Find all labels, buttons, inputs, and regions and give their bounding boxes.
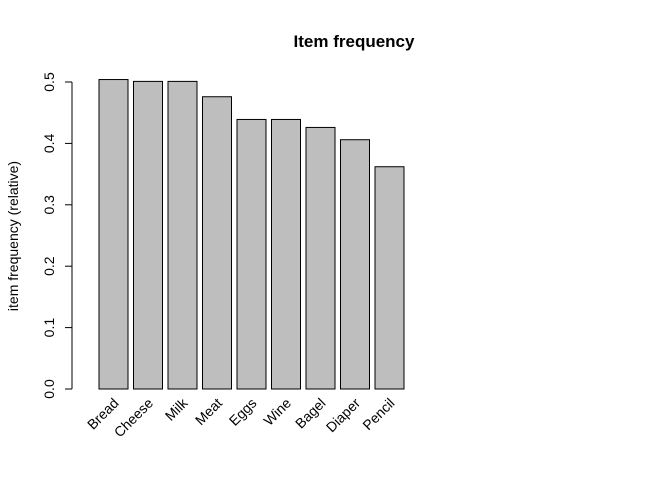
x-tick-label-eggs: Eggs <box>226 395 260 429</box>
bar-meat <box>202 96 232 390</box>
x-tick-label-meat: Meat <box>192 395 225 428</box>
y-tick-label: 0.4 <box>41 133 57 153</box>
bar-cheese <box>133 80 163 390</box>
bar-milk <box>167 80 198 390</box>
y-tick-label: 0.2 <box>41 256 57 276</box>
x-tick-label-bagel: Bagel <box>292 395 329 432</box>
y-tick-label: 0.5 <box>41 72 57 92</box>
y-tick-label: 0.1 <box>41 318 57 338</box>
x-tick-label-pencil: Pencil <box>359 395 397 433</box>
y-axis: 0.0 0.1 0.2 0.3 0.4 0.5 <box>41 72 73 399</box>
x-tick-label-milk: Milk <box>162 394 192 424</box>
x-tick-label-diaper: Diaper <box>323 395 364 436</box>
x-tick-label-cheese: Cheese <box>111 395 157 441</box>
y-axis-label: item frequency (relative) <box>5 161 21 311</box>
bar-wine <box>271 118 301 390</box>
chart-title: Item frequency <box>294 32 415 51</box>
bars <box>98 79 405 390</box>
y-tick-label: 0.3 <box>41 195 57 215</box>
bar-pencil <box>374 166 405 390</box>
x-tick-label-wine: Wine <box>260 395 294 429</box>
bar-bread <box>98 79 129 390</box>
bar-bagel <box>305 126 336 390</box>
bar-diaper <box>340 139 370 390</box>
bar-eggs <box>236 118 267 390</box>
y-tick-label: 0.0 <box>41 379 57 399</box>
